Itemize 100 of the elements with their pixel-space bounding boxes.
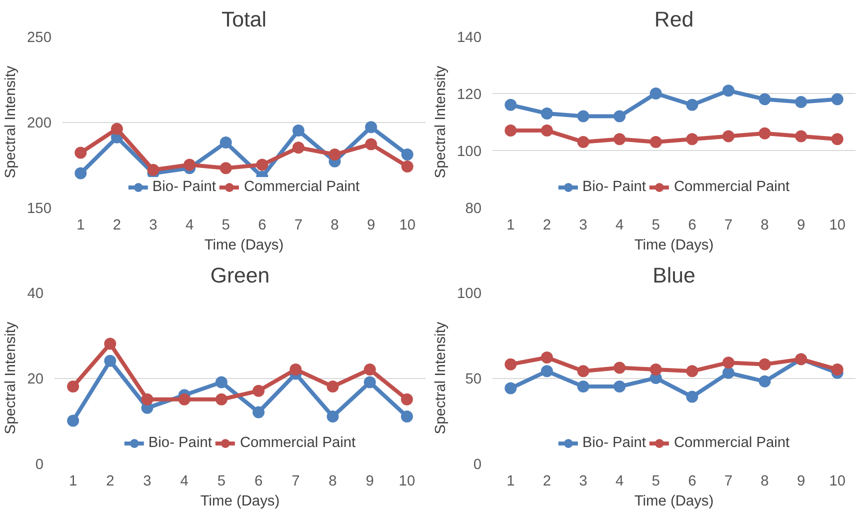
point — [400, 393, 413, 406]
x-tick-label: 1 — [68, 474, 78, 490]
x-tick-label: 2 — [542, 474, 552, 490]
y-tick-label: 150 — [27, 201, 52, 217]
x-tick-label: 8 — [760, 218, 769, 234]
y-axis-title: Spectral Intensity — [433, 321, 450, 434]
point — [401, 148, 414, 160]
x-tick-label: 9 — [796, 474, 806, 490]
point — [686, 133, 698, 146]
point — [401, 160, 414, 172]
point — [67, 380, 80, 393]
point — [364, 376, 376, 388]
x-tick-label: 7 — [724, 218, 733, 234]
point — [292, 142, 304, 154]
legend-label: Bio- Paint — [582, 435, 646, 451]
x-tick-label: 2 — [112, 218, 122, 234]
point — [104, 354, 116, 367]
point — [758, 358, 771, 370]
x-tick-label: 7 — [724, 474, 733, 490]
y-tick-label: 120 — [457, 87, 482, 103]
x-tick-label: 5 — [222, 218, 230, 234]
chart-title: Total — [221, 8, 267, 32]
point — [758, 375, 771, 388]
y-tick-label: 100 — [457, 286, 482, 302]
point — [504, 382, 517, 394]
y-axis-title: Spectral Intensity — [3, 321, 20, 434]
point — [577, 365, 590, 378]
point — [722, 366, 734, 379]
x-tick-label: 3 — [149, 218, 158, 234]
point — [540, 351, 553, 364]
point — [110, 122, 123, 135]
x-tick-label: 5 — [217, 474, 226, 490]
legend-label: Bio- Paint — [148, 435, 212, 451]
y-tick-label: 0 — [35, 457, 44, 473]
x-axis-title: Time (Days) — [634, 494, 714, 510]
point — [104, 338, 116, 350]
point — [74, 167, 87, 180]
y-tick-label: 50 — [465, 372, 482, 388]
x-tick-label: 5 — [652, 474, 660, 490]
point — [831, 133, 844, 146]
point — [364, 363, 376, 376]
x-axis-title: Time (Days) — [200, 494, 280, 510]
point — [540, 365, 553, 378]
point — [686, 98, 698, 111]
point — [614, 380, 626, 393]
point — [795, 96, 808, 108]
x-tick-label: 9 — [366, 218, 376, 234]
point — [831, 93, 844, 106]
legend-label: Commercial Paint — [674, 435, 790, 451]
point — [650, 136, 662, 148]
point — [722, 130, 734, 142]
x-tick-label: 10 — [398, 474, 416, 490]
y-tick-label: 140 — [457, 30, 482, 46]
y-tick-label: 200 — [27, 116, 52, 132]
x-axis-title: Time (Days) — [204, 238, 284, 254]
point — [328, 148, 341, 160]
y-tick-label: 80 — [465, 201, 482, 217]
x-tick-label: 9 — [366, 474, 374, 490]
x-tick-label: 7 — [294, 218, 303, 234]
y-tick-label: 20 — [27, 372, 44, 388]
x-tick-label: 2 — [106, 474, 114, 490]
x-axis-title: Time (Days) — [634, 238, 714, 254]
point — [540, 124, 553, 137]
x-tick-label: 3 — [579, 474, 588, 490]
y-axis-title: Spectral Intensity — [433, 65, 450, 178]
point — [365, 121, 378, 134]
point — [722, 356, 734, 369]
legend-label: Bio- Paint — [582, 179, 646, 195]
legend-label: Commercial Paint — [674, 179, 790, 195]
x-tick-label: 5 — [652, 218, 660, 234]
point — [74, 146, 87, 159]
chart-title: Green — [210, 264, 270, 288]
chart-title: Red — [654, 8, 694, 32]
point — [831, 363, 844, 376]
x-tick-label: 3 — [579, 218, 588, 234]
y-axis-title: Spectral Intensity — [3, 65, 20, 178]
point — [504, 124, 517, 137]
point — [147, 164, 160, 176]
point — [614, 110, 626, 122]
x-tick-label: 8 — [330, 218, 339, 234]
x-tick-label: 7 — [292, 474, 300, 490]
y-tick-label: 100 — [457, 144, 482, 160]
point — [365, 138, 378, 150]
point — [758, 93, 771, 106]
y-tick-label: 250 — [27, 30, 52, 46]
x-tick-label: 9 — [796, 218, 806, 234]
x-tick-label: 6 — [688, 218, 696, 234]
point — [577, 380, 590, 393]
point — [252, 406, 265, 418]
point — [686, 390, 698, 403]
x-tick-label: 10 — [829, 474, 846, 490]
point — [220, 136, 232, 149]
x-tick-label: 3 — [143, 474, 152, 490]
x-tick-label: 8 — [760, 474, 769, 490]
point — [178, 393, 190, 406]
legend-label: Commercial Paint — [240, 435, 356, 451]
point — [504, 98, 517, 111]
point — [67, 414, 80, 427]
point — [292, 124, 304, 137]
point — [614, 133, 626, 146]
